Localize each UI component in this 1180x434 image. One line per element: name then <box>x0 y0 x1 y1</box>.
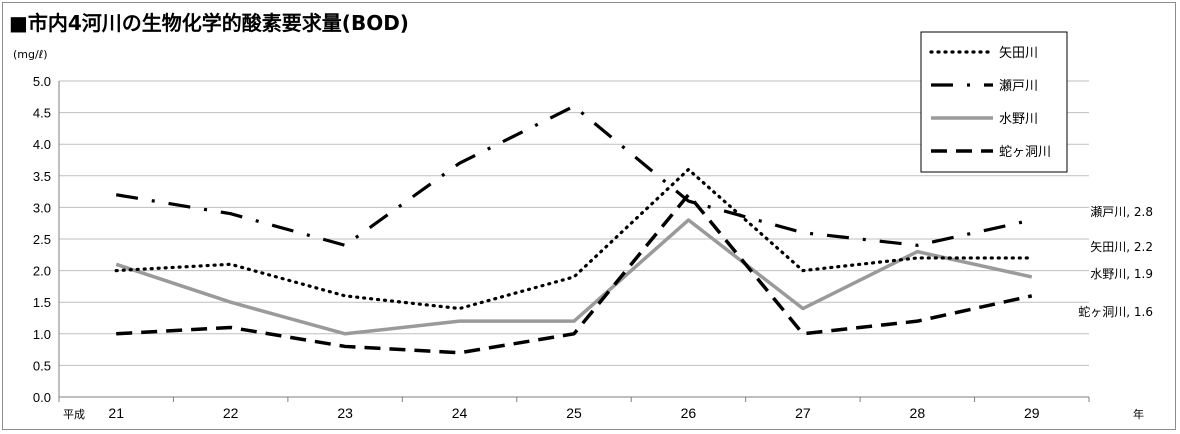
y-tick-label: 2.5 <box>33 232 51 247</box>
x-tick-label: 29 <box>1024 405 1040 421</box>
series-line-1 <box>114 167 1034 311</box>
x-tick-label: 21 <box>108 405 124 421</box>
x-tick-label: 26 <box>681 405 697 421</box>
x-tick-label: 27 <box>795 405 811 421</box>
legend-label: 蛇ヶ洞川 <box>999 145 1051 160</box>
series-end-label: 蛇ヶ洞川, 1.6 <box>1078 304 1153 319</box>
series-line-4 <box>116 193 1033 355</box>
y-tick-label: 0.5 <box>33 358 51 373</box>
y-tick-label: 0.0 <box>33 390 51 405</box>
series-end-label: 瀬戸川, 2.8 <box>1090 205 1153 219</box>
y-tick-label: 5.0 <box>33 74 51 89</box>
legend-label: 瀬戸川 <box>999 79 1038 94</box>
y-tick-labels: 0.0 0.5 1.0 1.5 2.0 2.5 3.0 3.5 4.0 4.5 5.0 <box>33 74 51 405</box>
bod-line-chart: ■市内4河川の生物化学的酸素要求量(BOD) (mg/ℓ) 0.0 0.5 1.0 1… <box>9 11 1153 421</box>
y-tick-label: 1.5 <box>33 295 51 310</box>
legend-label: 水野川 <box>999 112 1038 127</box>
x-suffix-label: 年 <box>1133 407 1144 421</box>
x-prefix-label: 平成 <box>63 408 85 421</box>
y-tick-label: 3.5 <box>33 169 51 184</box>
series-lines <box>114 104 1034 355</box>
x-tick-label: 25 <box>566 405 582 421</box>
y-tick-label: 4.0 <box>33 137 51 152</box>
x-tick-label: 23 <box>337 405 353 421</box>
series-line-3 <box>115 218 1033 336</box>
x-tick-label: 28 <box>910 405 926 421</box>
series-end-label: 水野川, 1.9 <box>1090 267 1153 281</box>
y-tick-label: 2.0 <box>33 264 51 279</box>
series-end-labels: 瀬戸川, 2.8 矢田川, 2.2 水野川, 1.9 蛇ヶ洞川, 1.6 <box>1078 205 1153 319</box>
x-tick-label: 24 <box>452 405 468 421</box>
legend-box <box>920 31 1068 173</box>
series-end-label: 矢田川, 2.2 <box>1090 240 1153 254</box>
y-unit-label: (mg/ℓ) <box>13 48 48 61</box>
x-tick-labels: 21 22 23 24 25 26 27 28 29 <box>108 405 1039 421</box>
x-tick-label: 22 <box>223 405 239 421</box>
chart-title: ■市内4河川の生物化学的酸素要求量(BOD) <box>9 11 409 35</box>
axes <box>58 81 1090 402</box>
y-tick-label: 1.0 <box>33 327 51 342</box>
y-tick-label: 4.5 <box>33 106 51 121</box>
legend-label: 矢田川 <box>999 46 1038 61</box>
y-tick-label: 3.0 <box>33 200 51 215</box>
